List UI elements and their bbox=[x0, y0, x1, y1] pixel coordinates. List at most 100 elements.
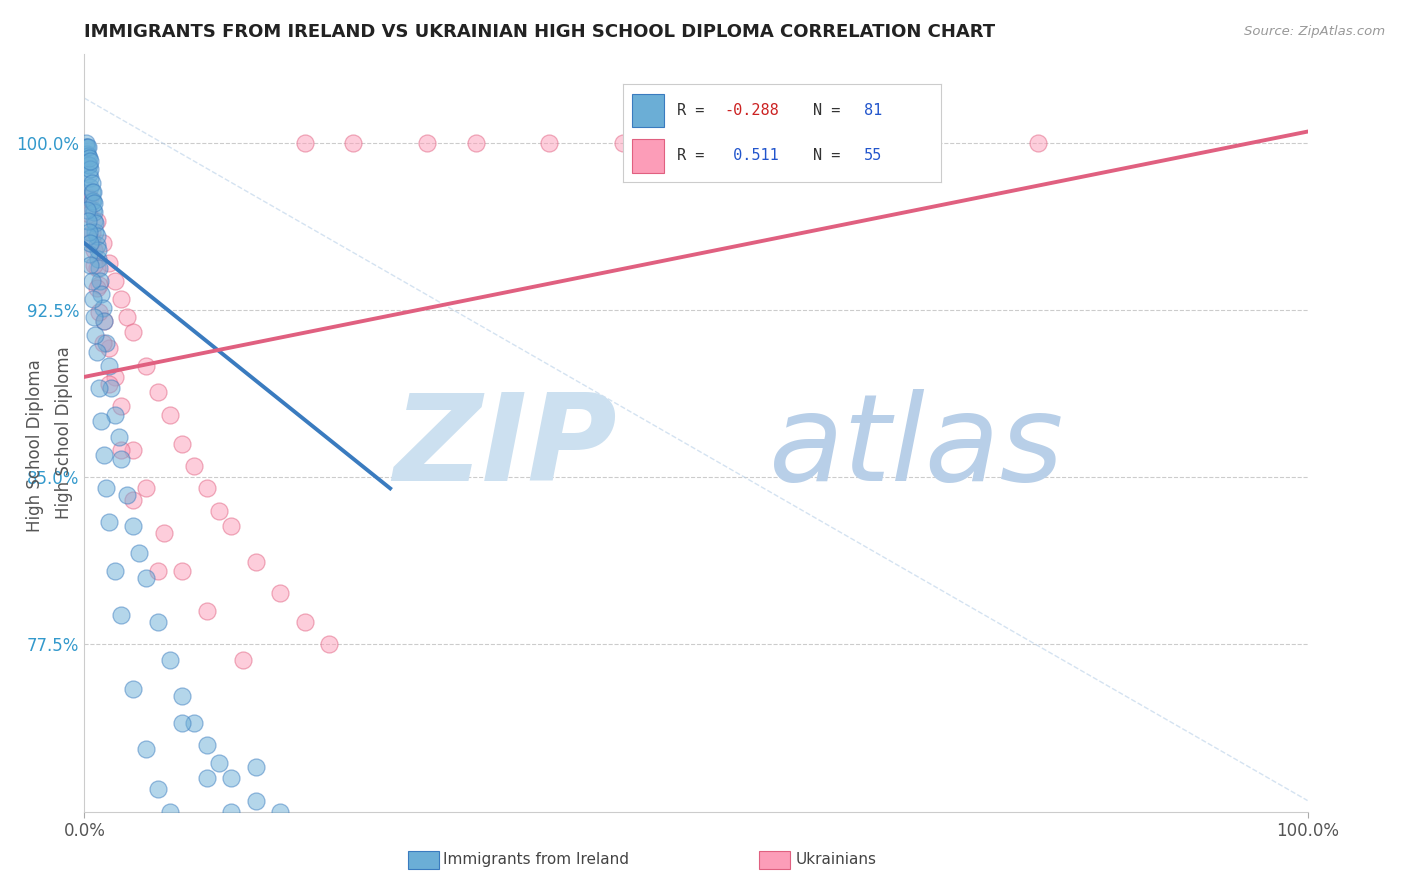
Point bbox=[77, 247, 100, 261]
Point bbox=[104, 408, 127, 422]
Point bbox=[146, 615, 169, 630]
Point bbox=[135, 742, 157, 756]
Point bbox=[80, 176, 103, 190]
Point bbox=[82, 202, 104, 217]
Point bbox=[294, 816, 316, 830]
Point bbox=[783, 136, 806, 150]
Point bbox=[172, 564, 194, 578]
Point bbox=[77, 207, 100, 221]
Point bbox=[96, 482, 118, 496]
Point bbox=[86, 260, 108, 275]
Point bbox=[91, 301, 114, 315]
Point bbox=[153, 526, 176, 541]
Text: atlas: atlas bbox=[769, 389, 1064, 507]
Point bbox=[80, 185, 103, 199]
Point bbox=[83, 214, 105, 228]
Point bbox=[80, 194, 103, 208]
Point bbox=[82, 185, 104, 199]
Point bbox=[159, 653, 181, 667]
Point bbox=[464, 136, 486, 150]
Point bbox=[77, 229, 100, 244]
Point bbox=[172, 437, 194, 451]
Point bbox=[77, 149, 100, 163]
Point bbox=[82, 292, 104, 306]
Point bbox=[219, 519, 242, 533]
Point bbox=[245, 555, 267, 569]
Point bbox=[219, 805, 242, 819]
Point bbox=[135, 571, 157, 585]
Point bbox=[97, 515, 120, 529]
Point bbox=[80, 225, 103, 239]
Point bbox=[183, 715, 205, 730]
Point bbox=[709, 136, 731, 150]
Point bbox=[104, 370, 127, 384]
Point bbox=[93, 448, 115, 462]
Point bbox=[86, 345, 108, 359]
Point bbox=[80, 274, 103, 288]
Point bbox=[135, 482, 157, 496]
Point bbox=[79, 192, 101, 206]
Point bbox=[100, 381, 122, 395]
Point bbox=[97, 376, 120, 391]
Point bbox=[83, 310, 105, 324]
Point bbox=[135, 359, 157, 373]
Point bbox=[104, 274, 127, 288]
Point bbox=[269, 586, 291, 600]
Point bbox=[159, 805, 181, 819]
Point bbox=[538, 136, 561, 150]
Point bbox=[76, 140, 98, 154]
Point bbox=[82, 194, 104, 208]
Point bbox=[159, 408, 181, 422]
Point bbox=[183, 459, 205, 474]
Point bbox=[75, 140, 97, 154]
Point bbox=[76, 202, 98, 217]
Point bbox=[87, 381, 110, 395]
Point bbox=[97, 359, 120, 373]
Point bbox=[318, 637, 340, 651]
Point bbox=[110, 399, 132, 413]
Point bbox=[208, 503, 231, 517]
Point bbox=[79, 236, 101, 251]
Point bbox=[93, 314, 115, 328]
Point bbox=[86, 238, 108, 252]
Text: High School Diploma: High School Diploma bbox=[27, 359, 44, 533]
Point bbox=[122, 326, 145, 340]
Point bbox=[83, 259, 105, 273]
Point bbox=[96, 336, 118, 351]
Point bbox=[172, 715, 194, 730]
Point bbox=[146, 385, 169, 400]
Point bbox=[107, 430, 129, 444]
Point bbox=[146, 782, 169, 797]
Point bbox=[77, 214, 100, 228]
Y-axis label: High School Diploma: High School Diploma bbox=[55, 346, 73, 519]
Point bbox=[172, 689, 194, 703]
Point bbox=[77, 167, 100, 181]
Point bbox=[79, 180, 101, 194]
Point bbox=[90, 415, 112, 429]
Point bbox=[195, 604, 218, 618]
Point bbox=[84, 225, 107, 239]
Point bbox=[87, 243, 110, 257]
Point bbox=[83, 196, 105, 211]
Point bbox=[612, 136, 634, 150]
Point bbox=[77, 140, 100, 154]
Point bbox=[87, 260, 110, 275]
Point bbox=[84, 216, 107, 230]
Point bbox=[294, 136, 316, 150]
Point bbox=[232, 653, 254, 667]
Point bbox=[79, 171, 101, 186]
Point bbox=[97, 256, 120, 270]
Point bbox=[416, 136, 439, 150]
Point bbox=[91, 236, 114, 251]
Point bbox=[97, 341, 120, 355]
Point bbox=[80, 234, 103, 248]
Text: Ukrainians: Ukrainians bbox=[796, 853, 877, 867]
Point bbox=[115, 310, 138, 324]
Point bbox=[208, 756, 231, 770]
Point bbox=[87, 252, 110, 266]
Point bbox=[110, 443, 132, 458]
Point bbox=[77, 192, 100, 206]
Point bbox=[86, 229, 108, 244]
Point bbox=[87, 305, 110, 319]
Point bbox=[76, 147, 98, 161]
